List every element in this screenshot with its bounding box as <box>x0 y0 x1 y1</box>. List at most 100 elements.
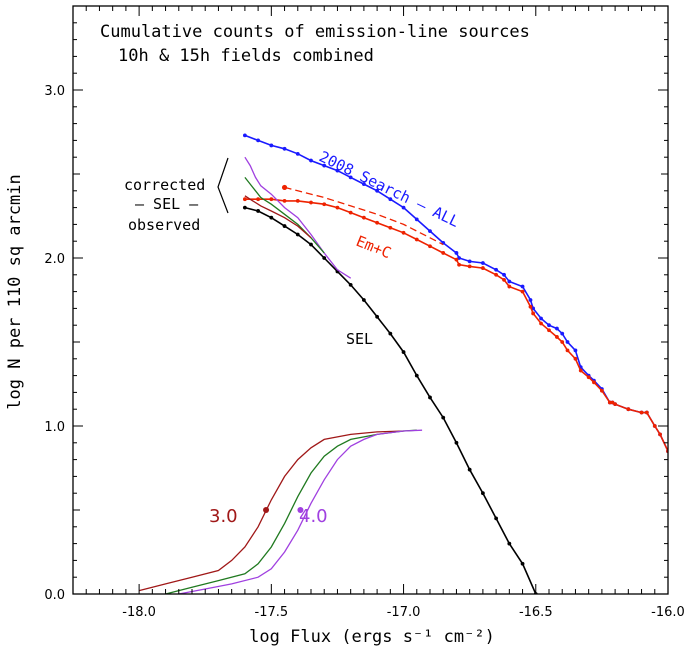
point-em-c <box>428 244 432 249</box>
point-sel <box>269 215 274 220</box>
point-sel <box>295 232 300 237</box>
point-em-c <box>578 368 583 373</box>
series-line-em-c <box>244 198 668 452</box>
point-2008-search-all <box>388 197 393 202</box>
point-sel <box>520 561 525 566</box>
point-em-c <box>528 304 533 309</box>
point-em-c <box>565 348 570 353</box>
point-em-c <box>441 251 446 255</box>
series-line-completeness-3-5 <box>165 429 417 594</box>
y-tick-label: 2.0 <box>44 252 65 267</box>
point-em-c <box>644 410 649 415</box>
point-2008-search-all <box>348 175 353 180</box>
point-em-c <box>480 266 485 270</box>
chart-subtitle: 10h & 15h fields combined <box>118 46 374 66</box>
point-2008-search-all <box>282 146 287 151</box>
bracket-line <box>217 157 229 214</box>
series-line-completeness-4-0 <box>178 429 423 594</box>
point-sel <box>414 373 419 378</box>
point-em-c <box>457 262 461 267</box>
point-em-c <box>658 432 662 437</box>
plot-frame <box>72 5 669 595</box>
point-em-c <box>269 197 274 202</box>
point-2008-search-all <box>375 188 380 193</box>
axes: -18.0 -17.5 -17.0 -16.5 -16.0 0.0 1.0 2.0 3.0 <box>44 5 685 620</box>
point-sel <box>494 516 499 521</box>
legend-observed: observed <box>128 216 200 234</box>
point-sel <box>322 256 327 260</box>
series-line-sel <box>244 206 537 594</box>
point-2008-search-all <box>242 133 247 138</box>
y-axis-label: log N per 110 sq arcmin <box>5 174 25 409</box>
point-em-c-corrected-dashed <box>281 184 288 191</box>
point-2008-search-all <box>428 229 432 234</box>
point-2008-search-all <box>295 151 300 156</box>
point-2008-search-all <box>520 284 525 289</box>
label-2008-search: 2008 Search – ALL <box>316 147 462 230</box>
point-sel <box>309 242 313 247</box>
point-sel <box>348 282 353 287</box>
x-tick-label: -17.0 <box>387 605 421 620</box>
point-em-c <box>335 205 340 210</box>
point-sel <box>282 224 287 228</box>
point-em-c <box>573 356 578 361</box>
x-axis-label: log Flux (ergs s⁻¹ cm⁻²) <box>249 627 495 647</box>
series-line-2008-search-all <box>244 134 668 452</box>
x-tick-label: -18.0 <box>122 605 156 620</box>
label-completeness-4: 4.0 <box>299 506 328 527</box>
point-sel <box>361 298 366 302</box>
point-sel <box>454 440 459 445</box>
point-em-c <box>309 200 313 205</box>
point-em-c <box>322 202 327 207</box>
point-em-c <box>414 237 419 242</box>
label-completeness-3: 3.0 <box>209 506 238 527</box>
point-em-c <box>348 210 353 215</box>
point-2008-search-all <box>494 267 499 272</box>
point-sel <box>467 467 472 472</box>
x-tick-label: -16.5 <box>519 605 553 620</box>
marker-completeness-4-0 <box>297 507 304 513</box>
point-em-c <box>639 410 644 415</box>
point-em-c <box>531 311 536 316</box>
point-em-c <box>520 289 525 294</box>
x-tick-label: -16.0 <box>651 605 685 620</box>
point-em-c <box>555 335 559 339</box>
point-em-c <box>242 197 247 202</box>
point-em-c <box>607 400 612 405</box>
point-2008-search-all <box>309 158 313 163</box>
series-line-em-c-corrected-dashed <box>284 186 444 246</box>
point-em-c <box>592 380 596 385</box>
point-sel <box>401 350 406 354</box>
point-2008-search-all <box>565 340 570 344</box>
point-sel <box>555 626 559 630</box>
point-sel <box>507 541 512 546</box>
x-tick-label: -17.5 <box>255 605 289 620</box>
point-sel <box>566 643 570 647</box>
series-line-sel-corrected-4-0 <box>244 156 352 279</box>
series-line-sel-corrected-3-0 <box>244 195 312 239</box>
point-em-c <box>652 424 657 428</box>
chart-title: Cumulative counts of emission-line sourc… <box>100 22 530 42</box>
point-2008-search-all <box>547 323 551 328</box>
point-2008-search-all <box>528 298 533 302</box>
point-sel <box>388 331 393 336</box>
point-2008-search-all <box>256 138 261 143</box>
point-em-c <box>586 375 591 380</box>
point-sel <box>480 491 485 496</box>
label-sel: SEL <box>346 330 373 348</box>
point-2008-search-all <box>555 326 559 331</box>
point-em-c <box>539 321 543 326</box>
point-em-c <box>560 340 565 344</box>
point-em-c <box>599 388 604 393</box>
y-tick-label: 3.0 <box>44 84 65 99</box>
series-line-completeness-3-0 <box>138 430 404 592</box>
point-em-c <box>547 328 551 333</box>
point-em-c <box>388 225 393 230</box>
legend-bracket: corrected – SEL – observed <box>124 157 229 234</box>
point-em-c <box>375 220 380 225</box>
point-sel <box>256 209 261 213</box>
label-em-c: Em+C <box>354 232 394 262</box>
marker-completeness-3-0 <box>263 507 270 513</box>
legend-corrected: corrected <box>124 176 205 194</box>
